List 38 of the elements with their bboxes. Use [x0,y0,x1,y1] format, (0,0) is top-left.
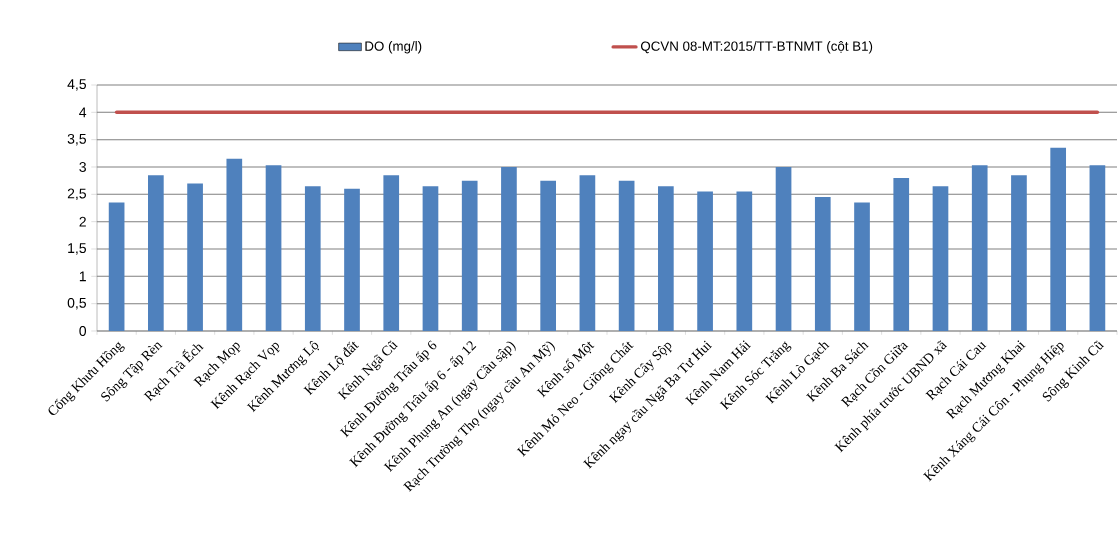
bar [148,175,164,331]
bar [854,202,870,331]
bar [344,188,360,331]
bar [932,186,949,331]
bar [893,177,910,331]
y-tick-label: 2,5 [67,188,87,201]
bar [187,183,203,331]
bar [461,180,478,331]
bar [383,175,400,331]
bar [422,186,439,331]
y-tick-label: 2 [79,216,86,227]
bar [265,165,282,331]
bar [971,165,988,331]
bar [1011,175,1027,331]
bar [1050,147,1067,331]
bar [304,186,321,331]
bar [226,158,243,331]
bar [108,202,125,331]
bar [540,180,557,331]
bar [814,197,831,331]
y-tick-label: 4,5 [67,79,87,91]
bar [618,180,635,331]
bar [658,186,674,331]
y-tick-label: 0 [79,326,87,336]
bar [697,191,713,331]
bar [1089,165,1106,331]
y-tick-label: 1 [79,271,86,282]
bar [501,167,517,331]
legend-label: QCVN 08-MT:2015/TT-BTNMT (cột B1) [640,41,873,54]
legend-label: DO (mg/l) [365,41,422,54]
bar [736,191,753,331]
bar [579,175,596,331]
y-tick-label: 4 [79,107,87,118]
y-tick-label: 3,5 [67,133,87,146]
bar [775,167,792,331]
y-tick-label: 0,5 [67,297,87,310]
y-tick-label: 1,5 [68,243,87,255]
y-tick-label: 3 [79,162,86,172]
